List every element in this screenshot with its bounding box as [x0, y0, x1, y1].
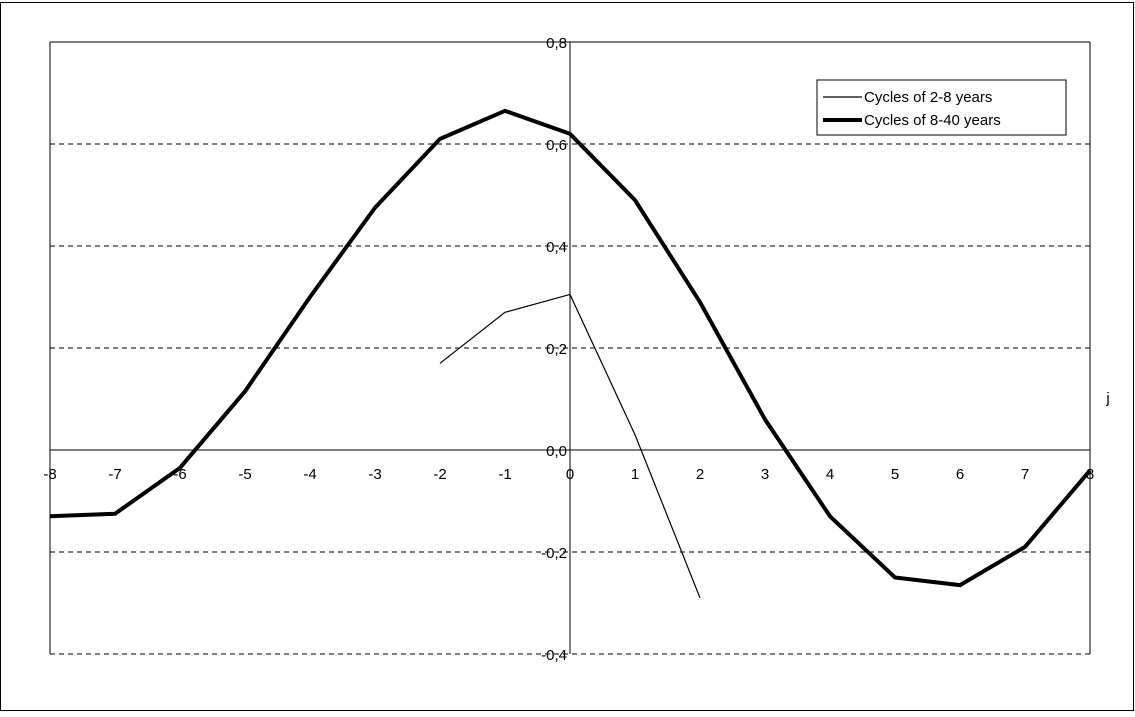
x-tick-label: 2: [696, 466, 704, 483]
legend-label-cycles-8-40: Cycles of 8-40 years: [864, 112, 1001, 129]
legend-box: [816, 79, 1067, 136]
x-tick-label: -3: [368, 466, 381, 483]
y-tick-label: 0,4: [546, 239, 567, 256]
grid-lines: [50, 143, 1090, 655]
x-tick-label: -1: [498, 466, 511, 483]
legend: Cycles of 2-8 years Cycles of 8-40 years: [816, 79, 1067, 136]
y-tick-label: 0,0: [546, 443, 567, 460]
tick-labels: -8 -7 -6 -5 -4 -3 -2 -1 0 1 2 3 4 5 6 7 8 0,8 0,6 0,4 0,2 0,0…: [43, 35, 1094, 664]
y-tick-label: 0,8: [546, 35, 567, 52]
x-tick-label: -5: [238, 466, 251, 483]
x-tick-label: -8: [43, 466, 56, 483]
axes: [49, 41, 1091, 654]
x-tick-label: 8: [1086, 466, 1094, 483]
x-tick-label: -6: [173, 466, 186, 483]
x-tick-label: -7: [108, 466, 121, 483]
x-tick-label: 1: [631, 466, 639, 483]
x-tick-label: 7: [1021, 466, 1029, 483]
x-tick-label: 0: [566, 466, 574, 483]
x-tick-label: 5: [891, 466, 899, 483]
x-tick-label: -4: [303, 466, 316, 483]
y-tick-label: -0,2: [541, 545, 567, 562]
x-tick-label: -2: [433, 466, 446, 483]
legend-label-cycles-2-8: Cycles of 2-8 years: [864, 89, 992, 106]
series-line-1: [49, 108, 1092, 588]
y-tick-label: 0,6: [546, 137, 567, 154]
x-tick-label: 3: [761, 466, 769, 483]
series-lines: [49, 108, 1092, 599]
series-line-0: [439, 293, 701, 599]
x-tick-label: 6: [956, 466, 964, 483]
y-tick-label: -0,4: [541, 647, 567, 664]
x-axis-label: j: [1105, 390, 1109, 407]
y-tick-label: 0,2: [546, 341, 567, 358]
x-tick-label: 4: [826, 466, 834, 483]
